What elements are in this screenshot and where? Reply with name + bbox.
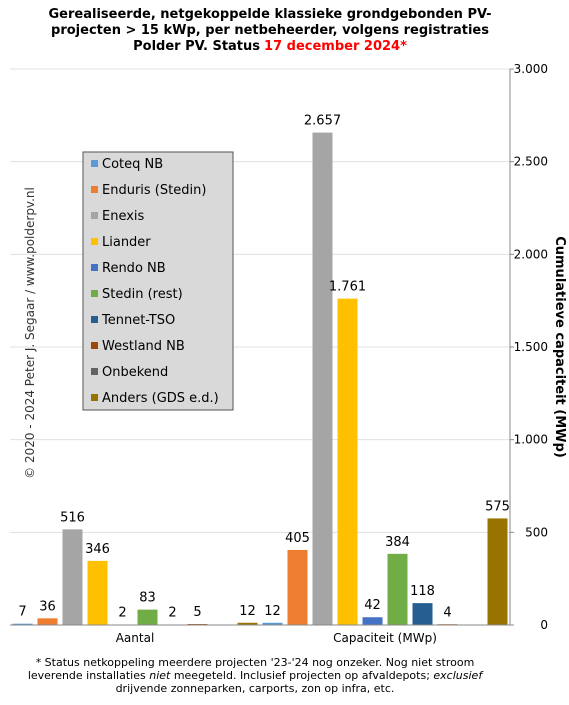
- legend: Coteq NB Enduris (Stedin) Enexis Liander Ren…: [83, 152, 233, 410]
- footnote-segment: drijvende zonneparken, carports, zon op …: [116, 682, 395, 695]
- y-tick-label: 1.500: [514, 340, 548, 354]
- title-line: projecten > 15 kWp, per netbeheerder, vo…: [51, 23, 489, 38]
- value-label: 36: [39, 599, 56, 614]
- y-tick-label: 2.000: [514, 247, 548, 261]
- x-tick-label: Aantal: [116, 631, 155, 645]
- legend-label: Enduris (Stedin): [102, 183, 206, 198]
- value-label: 2.657: [304, 114, 341, 129]
- bar: [288, 550, 308, 625]
- footnote-line: drijvende zonneparken, carports, zon op …: [116, 682, 395, 695]
- legend-label: Stedin (rest): [102, 287, 183, 302]
- y-tick-label: 1.000: [514, 433, 548, 447]
- legend-swatch: [91, 394, 98, 401]
- bar: [488, 518, 508, 625]
- bar: [313, 133, 333, 625]
- y-tick-label: 2.500: [514, 155, 548, 169]
- footnote-line: * Status netkoppeling meerdere projecten…: [36, 656, 475, 669]
- value-label: 2: [168, 606, 176, 621]
- title: Gerealiseerde, netgekoppelde klassieke g…: [49, 7, 492, 54]
- title-date: 17 december 2024*: [264, 39, 407, 54]
- legend-swatch: [91, 212, 98, 219]
- legend-swatch: [91, 368, 98, 375]
- bar: [338, 299, 358, 625]
- legend-label: Liander: [102, 235, 151, 250]
- value-label: 5: [193, 605, 201, 620]
- bar: [138, 610, 158, 625]
- bar: [88, 561, 108, 625]
- bar: [363, 617, 383, 625]
- y-tick-label: 0: [540, 618, 548, 632]
- value-label: 346: [85, 542, 110, 557]
- footnote: * Status netkoppeling meerdere projecten…: [28, 656, 485, 695]
- legend-label: Westland NB: [102, 339, 185, 354]
- footnote-line: leverende installaties niet meegeteld. I…: [28, 669, 485, 682]
- bar: [38, 618, 58, 625]
- legend-swatch: [91, 186, 98, 193]
- value-label: 83: [139, 591, 156, 606]
- footnote-segment: exclusief: [433, 669, 484, 682]
- value-label: 1.761: [329, 280, 366, 295]
- value-label: 2: [118, 606, 126, 621]
- footnote-segment: niet: [149, 669, 171, 682]
- legend-label: Coteq NB: [102, 157, 163, 172]
- legend-swatch: [91, 160, 98, 167]
- legend-swatch: [91, 290, 98, 297]
- bar: [388, 554, 408, 625]
- value-label: 12: [264, 604, 281, 619]
- legend-swatch: [91, 316, 98, 323]
- legend-label: Anders (GDS e.d.): [102, 391, 219, 406]
- value-label: 118: [410, 584, 435, 599]
- legend-label: Rendo NB: [102, 261, 166, 276]
- value-label: 7: [18, 605, 26, 620]
- value-label: 405: [285, 531, 310, 546]
- value-label: 575: [485, 499, 510, 514]
- bar: [413, 603, 433, 625]
- value-label: 4: [443, 605, 451, 620]
- value-label: 516: [60, 510, 85, 525]
- legend-swatch: [91, 238, 98, 245]
- value-label: 42: [364, 598, 381, 613]
- legend-label: Tennet-TSO: [101, 313, 175, 328]
- value-label: 384: [385, 535, 410, 550]
- title-line: Gerealiseerde, netgekoppelde klassieke g…: [49, 7, 492, 22]
- legend-swatch: [91, 264, 98, 271]
- y-tick-label: 500: [525, 525, 548, 539]
- y-axis-label: Cumulatieve capaciteit (MWp): [552, 236, 567, 458]
- legend-label: Enexis: [102, 209, 145, 224]
- legend-label: Onbekend: [102, 365, 168, 380]
- copyright: © 2020 - 2024 Peter J. Segaar / www.pold…: [23, 187, 37, 479]
- footnote-segment: * Status netkoppeling meerdere projecten…: [36, 656, 475, 669]
- bar: [63, 529, 83, 625]
- value-label: 12: [239, 604, 256, 619]
- y-tick-label: 3.000: [514, 62, 548, 76]
- x-tick-label: Capaciteit (MWp): [333, 631, 437, 645]
- footnote-segment: leverende installaties: [28, 669, 149, 682]
- footnote-segment: meegeteld. Inclusief projecten op afvald…: [170, 669, 433, 682]
- legend-swatch: [91, 342, 98, 349]
